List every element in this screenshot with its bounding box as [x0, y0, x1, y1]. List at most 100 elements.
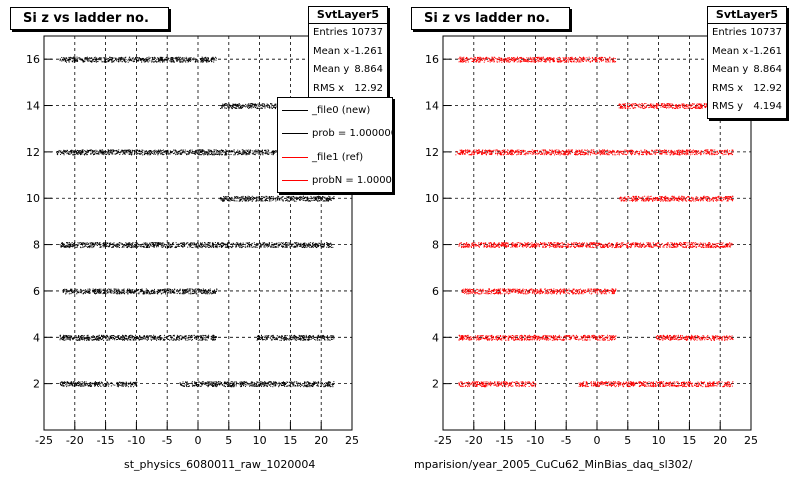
left-data-point — [266, 197, 268, 199]
left-data-point — [152, 59, 154, 61]
left-data-point — [77, 150, 79, 152]
left-data-point — [189, 245, 191, 247]
left-data-point — [269, 196, 271, 198]
left-data-point — [136, 337, 138, 339]
left-data-point — [287, 242, 289, 244]
left-data-point — [255, 105, 257, 107]
left-data-point — [316, 246, 318, 248]
left-data-point — [165, 293, 167, 295]
left-data-point — [100, 290, 102, 292]
left-data-point — [126, 337, 128, 339]
left-data-point — [209, 151, 211, 153]
left-data-point — [115, 290, 117, 292]
left-data-point — [117, 245, 119, 247]
left-data-point — [282, 338, 284, 340]
left-data-point — [199, 152, 201, 154]
left-data-point — [137, 153, 139, 155]
left-data-point — [227, 242, 229, 244]
left-data-point — [123, 290, 125, 292]
left-data-point — [231, 108, 233, 110]
left-data-point — [72, 291, 74, 293]
left-data-point — [312, 242, 314, 244]
left-data-point — [81, 336, 83, 338]
left-data-point — [147, 290, 149, 292]
left-data-point — [227, 107, 229, 109]
left-data-point — [270, 197, 272, 199]
left-data-point — [197, 336, 199, 338]
left-data-point — [164, 151, 166, 153]
left-data-point — [76, 381, 78, 383]
left-data-point — [271, 197, 273, 199]
left-data-point — [208, 246, 210, 248]
left-data-point — [215, 336, 217, 338]
left-data-point — [308, 335, 310, 337]
left-data-point — [265, 151, 267, 153]
left-data-point — [83, 246, 85, 248]
left-data-point — [242, 151, 244, 153]
left-data-point — [144, 150, 146, 152]
left-data-point — [210, 151, 212, 153]
left-data-point — [264, 106, 266, 108]
left-data-point — [267, 104, 269, 106]
left-data-point — [257, 243, 259, 245]
left-data-point — [170, 245, 172, 247]
left-data-point — [111, 60, 113, 62]
left-data-point — [95, 59, 97, 61]
left-data-point — [266, 338, 268, 340]
left-data-point — [116, 338, 118, 340]
left-data-point — [185, 61, 187, 63]
left-data-point — [208, 149, 210, 151]
left-data-point — [99, 384, 101, 386]
left-data-point — [173, 339, 175, 341]
left-data-point — [117, 336, 119, 338]
left-data-point — [280, 337, 282, 339]
left-data-point — [244, 244, 246, 246]
left-data-point — [139, 57, 141, 59]
left-data-point — [249, 150, 251, 152]
left-data-point — [234, 107, 236, 109]
left-data-point — [258, 338, 260, 340]
left-data-point — [182, 293, 184, 295]
left-data-point — [80, 291, 82, 293]
left-data-point — [166, 151, 168, 153]
left-data-point — [134, 291, 136, 293]
left-data-point — [328, 198, 330, 200]
left-data-point — [264, 245, 266, 247]
left-data-point — [136, 153, 138, 155]
left-data-point — [216, 244, 218, 246]
left-data-point — [112, 334, 114, 336]
left-data-point — [159, 289, 161, 291]
left-data-point — [151, 56, 153, 58]
left-data-point — [203, 245, 205, 247]
left-data-point — [117, 383, 119, 385]
left-data-point — [92, 336, 94, 338]
left-data-point — [228, 242, 230, 244]
left-data-point — [66, 242, 68, 244]
left-data-point — [110, 59, 112, 61]
left-data-point — [163, 338, 165, 340]
left-data-point — [138, 337, 140, 339]
left-data-point — [224, 243, 226, 245]
left-data-point — [82, 243, 84, 245]
left-data-point — [115, 292, 117, 294]
left-data-point — [56, 153, 58, 155]
left-data-point — [288, 337, 290, 339]
left-data-point — [201, 60, 203, 62]
left-data-point — [214, 291, 216, 293]
left-data-point — [293, 246, 295, 248]
left-data-point — [197, 242, 199, 244]
left-data-point — [115, 336, 117, 338]
left-data-point — [160, 153, 162, 155]
left-data-point — [119, 338, 121, 340]
left-data-point — [254, 154, 256, 156]
left-data-point — [165, 151, 167, 153]
left-data-point — [246, 243, 248, 245]
left-data-point — [149, 291, 151, 293]
left-data-point — [92, 290, 94, 292]
left-data-point — [63, 337, 65, 339]
left-data-point — [124, 243, 126, 245]
left-data-point — [155, 335, 157, 337]
left-data-point — [323, 337, 325, 339]
left-data-point — [186, 337, 188, 339]
left-data-point — [143, 246, 145, 248]
